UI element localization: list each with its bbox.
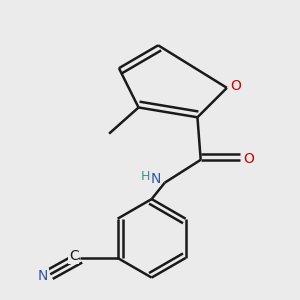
Text: N: N (150, 172, 161, 186)
Text: N: N (38, 269, 48, 283)
Text: O: O (231, 79, 242, 93)
Text: C: C (69, 249, 79, 263)
Text: O: O (244, 152, 255, 166)
Text: H: H (140, 170, 150, 183)
